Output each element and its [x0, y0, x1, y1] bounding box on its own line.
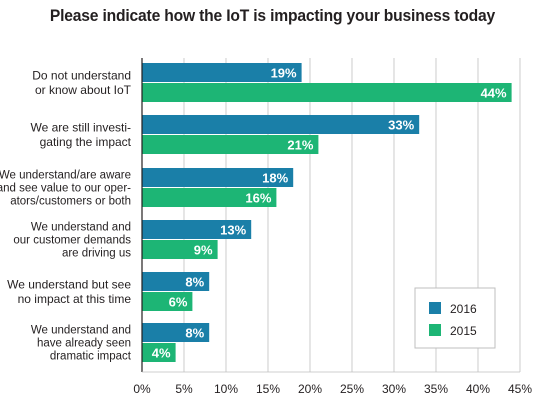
category-label: We understand/are aware and see value to …	[0, 170, 131, 208]
category-label-line: gating the impact	[40, 135, 132, 149]
category-label: We understand but see no impact at this t…	[7, 277, 131, 306]
bar-2016	[142, 168, 294, 187]
legend: 2016 2015	[414, 287, 496, 349]
category-label-line: We understand and	[31, 325, 131, 337]
legend-swatch-2015	[429, 324, 441, 336]
bar-2016	[142, 220, 252, 239]
bar-2015	[142, 240, 218, 259]
category-label-line: no impact at this time	[18, 292, 132, 306]
x-tick-label: 40%	[466, 382, 490, 396]
x-tick-label: 0%	[133, 382, 151, 396]
bar-2015	[142, 292, 193, 311]
legend-box	[414, 287, 496, 349]
bars: 19% 44% 33% 21% 18% 16% 13% 9% 8% 6% 8% 4%	[142, 63, 512, 362]
bar-2016	[142, 63, 302, 82]
category-label-line: We are still investi-	[31, 120, 131, 134]
category-label: We understand and our customer demands are…	[13, 222, 131, 260]
bar-2016	[142, 323, 210, 342]
data-label: 33%	[388, 118, 414, 133]
category-label-line: are driving us	[62, 248, 131, 260]
legend-label: 2015	[450, 324, 477, 338]
category-label: Do not understand or know about IoT	[32, 68, 131, 97]
category-label-line: Do not understand	[32, 68, 131, 82]
data-label: 8%	[185, 326, 204, 341]
data-label: 44%	[481, 86, 507, 101]
bar-2016	[142, 115, 420, 134]
category-label-line: We understand but see	[7, 277, 131, 291]
data-label: 18%	[262, 171, 288, 186]
category-label: We understand and have already seen dramat…	[31, 325, 132, 363]
category-label-line: and see value to our oper-	[0, 183, 131, 195]
x-tick-label: 5%	[175, 382, 193, 396]
x-tick-label: 30%	[382, 382, 406, 396]
data-label: 8%	[185, 275, 204, 290]
legend-swatch-2016	[429, 302, 441, 314]
category-label: We are still investi-gating the impact	[31, 120, 132, 149]
category-label-line: our customer demands	[13, 235, 131, 247]
x-tick-label: 10%	[214, 382, 238, 396]
axes: 0% 5% 10% 15% 20% 25% 30% 35% 40% 45%	[133, 58, 532, 396]
legend-label: 2016	[450, 302, 477, 316]
data-label: 13%	[220, 223, 246, 238]
category-label-line: ators/customers or both	[10, 196, 131, 208]
category-label-line: or know about IoT	[35, 83, 132, 97]
category-label-line: dramatic impact	[50, 351, 132, 363]
data-label: 4%	[152, 346, 171, 361]
category-labels: Do not understand or know about IoT We are…	[0, 68, 132, 362]
bar-2015	[142, 188, 277, 207]
x-tick-label: 35%	[424, 382, 448, 396]
bar-2015	[142, 135, 319, 154]
category-label-line: We understand/are aware	[0, 170, 131, 182]
data-label: 19%	[271, 66, 297, 81]
bar-2015	[142, 83, 512, 102]
chart-title: Please indicate how the IoT is impacting…	[49, 6, 496, 25]
category-label-line: We understand and	[31, 222, 131, 234]
x-tick-label: 20%	[298, 382, 322, 396]
x-tick-label: 25%	[340, 382, 364, 396]
x-tick-label: 15%	[256, 382, 280, 396]
data-label: 16%	[245, 191, 271, 206]
data-label: 21%	[287, 138, 313, 153]
x-tick-label: 45%	[508, 382, 532, 396]
category-label-line: have already seen	[37, 338, 131, 350]
data-label: 9%	[194, 243, 213, 258]
bar-2015	[142, 343, 176, 362]
bar-2016	[142, 272, 210, 291]
data-label: 6%	[169, 295, 188, 310]
